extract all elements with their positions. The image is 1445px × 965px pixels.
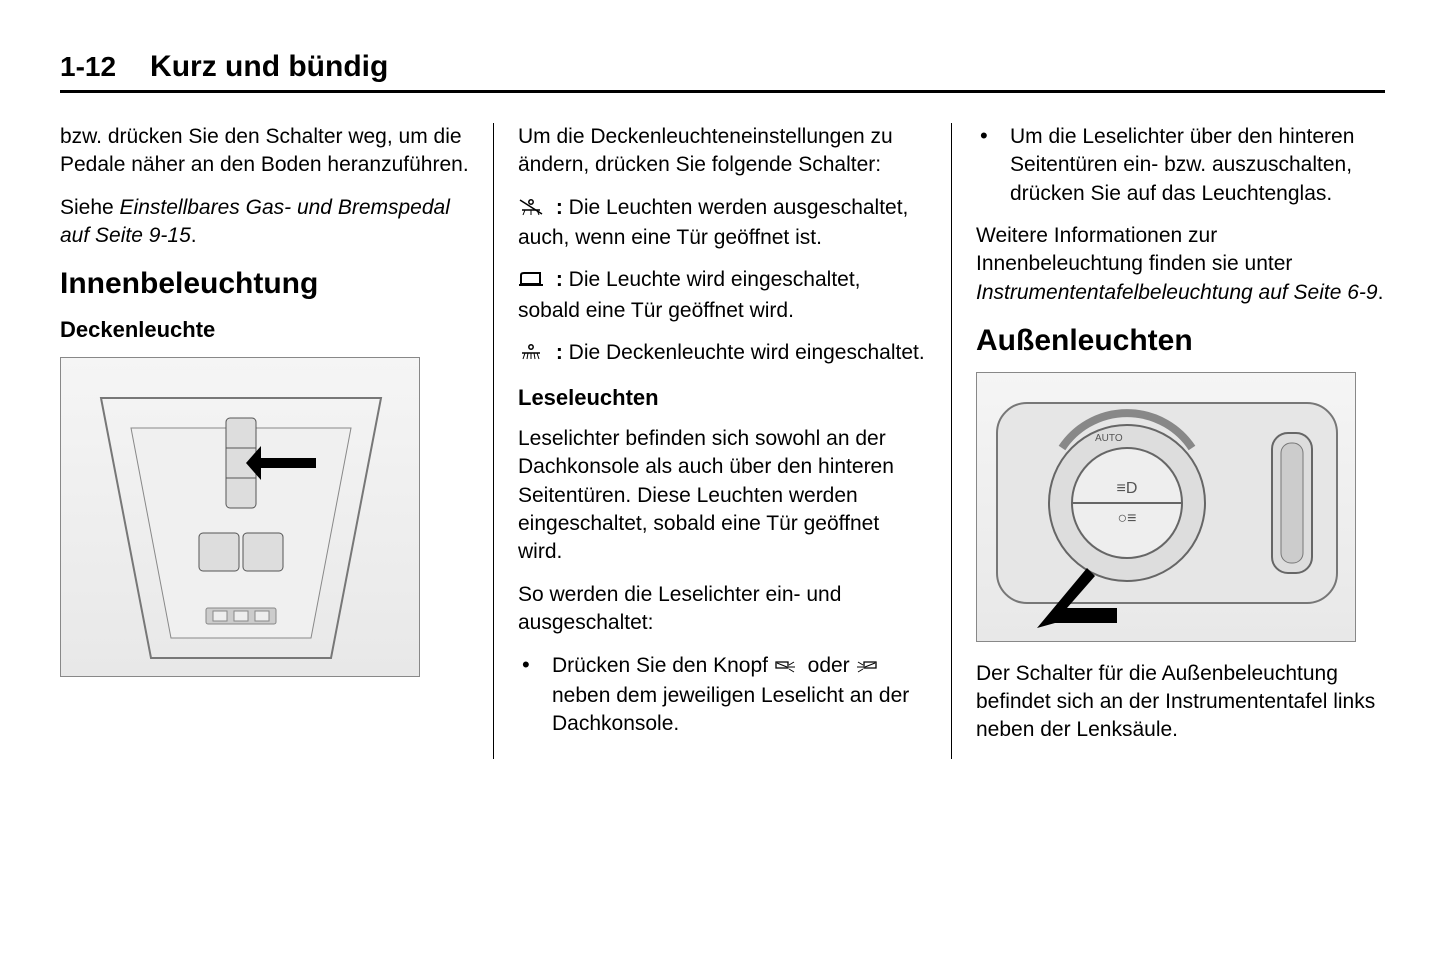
text: Die Deckenleuchte wird eingeschaltet.: [569, 341, 925, 364]
dome-off-icon: [518, 196, 544, 224]
symbol-definition: : Die Leuchten werden ausgeschaltet, auc…: [518, 194, 927, 253]
bullet-text: Drücken Sie den Knopf oder neben dem jew…: [552, 652, 927, 739]
svg-text:AUTO: AUTO: [1095, 433, 1123, 444]
bullet-item: • Drücken Sie den Knopf oder neben dem j…: [518, 652, 927, 739]
paragraph: Der Schalter für die Außenbeleuchtung be…: [976, 660, 1385, 745]
reading-light-left-icon: [774, 654, 796, 682]
text: Die Leuchten werden ausgeschaltet, auch,…: [518, 196, 908, 249]
text: Die Leuchte wird eingeschaltet, sobald e…: [518, 268, 861, 321]
cross-reference: Instrumententafelbeleuchtung auf Seite 6…: [976, 281, 1378, 304]
paragraph: bzw. drücken Sie den Schalter weg, um di…: [60, 123, 469, 180]
text: oder: [802, 654, 856, 677]
paragraph: Um die Deckenleuchteneinstellungen zu än…: [518, 123, 927, 180]
heading-2: Innenbeleuchtung: [60, 264, 469, 305]
door-icon: [518, 268, 544, 296]
heading-3: Leseleuchten: [518, 383, 927, 413]
dome-on-icon: [518, 341, 544, 369]
column-1: bzw. drücken Sie den Schalter weg, um di…: [60, 123, 494, 759]
paragraph: Leselichter befinden sich sowohl an der …: [518, 425, 927, 567]
heading-3: Deckenleuchte: [60, 315, 469, 345]
text: Weitere Informationen zur Innenbeleuchtu…: [976, 224, 1292, 275]
column-3: • Um die Leselichter über den hinteren S…: [952, 123, 1385, 759]
text: .: [191, 224, 197, 247]
figure-exterior-light-switch: ≡D ○≡ AUTO: [976, 372, 1356, 642]
paragraph: Siehe Einstellbares Gas- und Bremspedal …: [60, 194, 469, 251]
symbol-definition: : Die Leuchte wird eingeschaltet, sobald…: [518, 266, 927, 325]
colon: :: [550, 341, 569, 364]
bullet-text: Um die Leselichter über den hinteren Sei…: [1010, 123, 1385, 208]
page-number: 1-12: [60, 51, 116, 83]
content-columns: bzw. drücken Sie den Schalter weg, um di…: [60, 123, 1385, 759]
paragraph: Weitere Informationen zur Innenbeleuchtu…: [976, 222, 1385, 307]
column-2: Um die Deckenleuchteneinstellungen zu än…: [494, 123, 952, 759]
reading-light-right-icon: [856, 654, 878, 682]
bullet-item: • Um die Leselichter über den hinteren S…: [976, 123, 1385, 208]
text: .: [1378, 281, 1384, 304]
svg-text:≡D: ≡D: [1117, 480, 1138, 497]
chapter-title: Kurz und bündig: [150, 50, 388, 84]
symbol-definition: : Die Deckenleuchte wird eingeschaltet.: [518, 339, 927, 369]
heading-2: Außenleuchten: [976, 321, 1385, 362]
colon: :: [550, 268, 569, 291]
colon: :: [550, 196, 569, 219]
figure-dome-light: [60, 357, 420, 677]
text: Siehe: [60, 196, 120, 219]
page-header: 1-12 Kurz und bündig: [60, 50, 1385, 93]
text: Drücken Sie den Knopf: [552, 654, 774, 677]
bullet-dot: •: [518, 652, 552, 739]
paragraph: So werden die Leselichter ein- und ausge…: [518, 581, 927, 638]
svg-text:○≡: ○≡: [1118, 510, 1137, 527]
bullet-dot: •: [976, 123, 1010, 208]
text: neben dem jeweiligen Leselicht an der Da…: [552, 684, 909, 735]
